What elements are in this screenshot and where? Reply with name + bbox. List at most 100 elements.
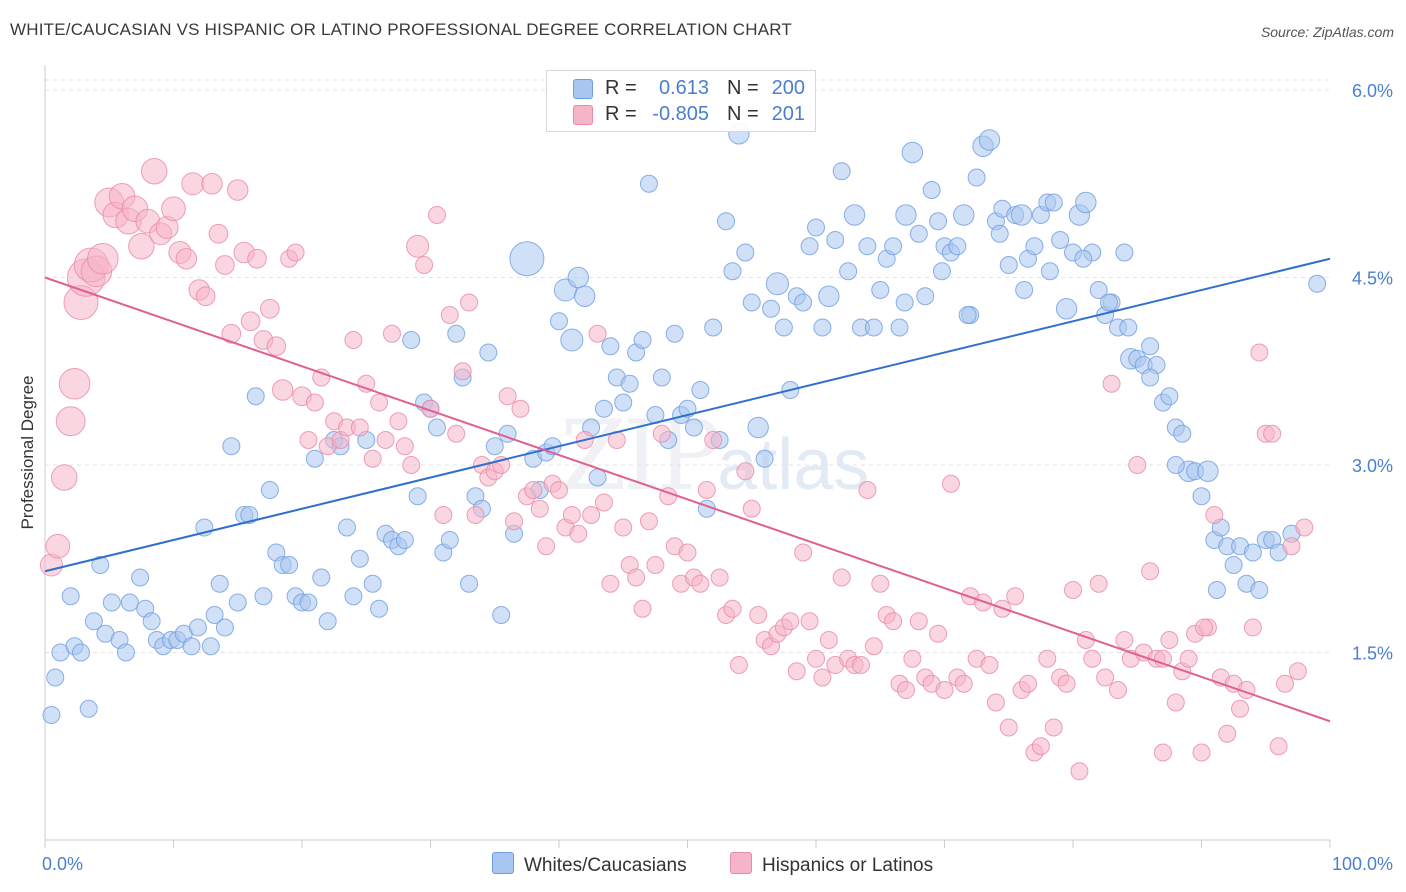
data-point [620, 374, 639, 393]
data-point [807, 649, 825, 668]
data-point [1051, 231, 1070, 249]
data-point [980, 656, 999, 674]
data-point [58, 367, 91, 400]
data-point [550, 312, 568, 331]
data-point [832, 568, 851, 587]
data-point [215, 618, 234, 637]
data-point [574, 285, 596, 307]
data-point [466, 506, 485, 524]
data-point [427, 206, 446, 224]
data-point [562, 506, 581, 524]
data-point [221, 323, 242, 344]
data-point [614, 393, 633, 412]
data-point [691, 381, 710, 399]
data-point [1015, 281, 1034, 299]
data-point [954, 674, 973, 693]
data-point [344, 331, 363, 349]
data-point [684, 418, 703, 437]
data-point [1160, 387, 1179, 406]
data-point [434, 506, 453, 524]
legend-n-value: 201 [771, 103, 805, 125]
data-point [691, 574, 710, 593]
data-point [181, 172, 205, 196]
data-point [1192, 743, 1211, 762]
data-point [704, 431, 723, 449]
data-point [678, 543, 697, 562]
data-point [800, 612, 819, 631]
data-point [1057, 674, 1076, 693]
data-point [723, 599, 742, 618]
data-point [1250, 581, 1269, 599]
bottom-legend-hispanics: Hispanics or Latinos [730, 852, 933, 877]
data-point [1276, 674, 1295, 693]
data-point [128, 233, 155, 260]
data-point [102, 593, 121, 612]
data-point [350, 549, 369, 568]
data-point [832, 162, 851, 181]
data-point [201, 173, 223, 195]
data-point [370, 599, 389, 618]
data-point [210, 574, 229, 593]
source-label: Source: ZipAtlas.com [1260, 24, 1394, 40]
data-point [453, 362, 472, 381]
data-point [582, 506, 601, 524]
data-point [794, 293, 813, 312]
data-point [999, 718, 1018, 737]
data-point [813, 668, 832, 687]
data-point [594, 399, 613, 418]
data-point [79, 699, 98, 718]
data-point [896, 681, 915, 699]
data-point [460, 293, 479, 312]
data-point [1115, 631, 1134, 649]
data-point [440, 531, 459, 549]
data-point [765, 272, 790, 296]
data-point [1141, 368, 1160, 387]
data-point [305, 449, 324, 468]
data-point [567, 266, 589, 289]
data-point [511, 399, 530, 418]
data-point [736, 462, 755, 481]
bottom-swatch-hispanics [730, 852, 752, 874]
data-point [736, 243, 755, 262]
whites-trend-line [44, 257, 1331, 573]
data-point [1207, 581, 1226, 599]
data-point [530, 499, 549, 518]
data-point [260, 298, 280, 319]
data-point [594, 493, 613, 512]
data-point [901, 141, 924, 164]
data-point [922, 181, 941, 199]
x-tick-label: 0.0% [42, 854, 83, 874]
data-point [318, 612, 337, 631]
hispanics-trend-line [44, 276, 1331, 723]
chart-title: WHITE/CAUCASIAN VS HISPANIC OR LATINO PR… [10, 20, 793, 39]
data-point [932, 262, 951, 281]
bottom-swatch-whites [492, 852, 514, 874]
data-point [1231, 699, 1250, 718]
data-point [1089, 574, 1108, 593]
legend-row-hispanics: R = -0.805 N = 201 [547, 101, 815, 127]
data-point [312, 568, 331, 587]
data-point [1040, 262, 1059, 281]
data-point [337, 518, 356, 537]
data-point [246, 387, 265, 406]
data-point [415, 256, 434, 274]
data-point [588, 324, 607, 343]
data-point [84, 612, 103, 631]
data-point [299, 431, 318, 449]
data-point [704, 318, 723, 337]
data-point [774, 318, 793, 337]
data-point [71, 643, 90, 662]
data-point [1195, 618, 1214, 637]
data-point [839, 262, 858, 281]
x-tick-label: 100.0% [1332, 854, 1393, 874]
data-point [266, 336, 287, 357]
data-point [1089, 281, 1108, 299]
correlation-legend: R = 0.613 N = 200 R = -0.805 N = 201 [546, 70, 816, 132]
data-point [208, 223, 229, 244]
data-point [402, 456, 421, 474]
data-point [1153, 743, 1172, 762]
data-point [1128, 456, 1147, 474]
data-point [864, 637, 883, 656]
data-point [350, 418, 369, 437]
